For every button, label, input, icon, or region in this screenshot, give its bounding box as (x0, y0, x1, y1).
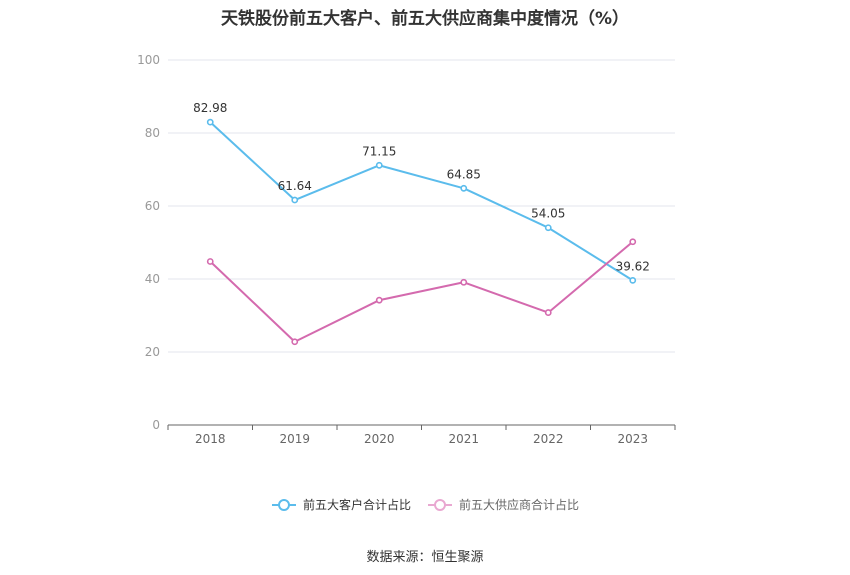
legend-item-suppliers[interactable]: 前五大供应商合计占比 (427, 496, 579, 513)
data-label: 64.85 (447, 167, 481, 181)
data-point (291, 338, 299, 346)
series-line-1 (209, 241, 634, 343)
data-label: 39.62 (616, 259, 650, 273)
series-line-0 (209, 121, 634, 282)
source-note: 数据来源：恒生聚源 (366, 550, 484, 565)
y-tick-label: 60 (145, 199, 160, 213)
data-point (460, 278, 468, 286)
data-point (544, 224, 552, 232)
data-point (206, 118, 214, 126)
data-point (629, 238, 637, 246)
data-label: 61.64 (278, 179, 312, 193)
data-point (375, 161, 383, 169)
y-tick-label: 100 (137, 53, 160, 67)
chart-title: 天铁股份前五大客户、前五大供应商集中度情况（%） (220, 9, 630, 29)
data-label: 71.15 (362, 144, 396, 158)
data-label: 54.05 (531, 207, 565, 221)
x-tick-label: 2021 (448, 432, 479, 446)
data-point (544, 309, 552, 316)
data-point (291, 196, 299, 204)
data-point (629, 276, 637, 284)
y-tick-label: 40 (145, 272, 160, 286)
axes: 0 20 40 60 80 100 2018 2019 2020 2021 2022 2023 (137, 53, 676, 446)
data-label: 82.98 (193, 101, 227, 115)
gridlines (168, 59, 675, 353)
legend-marker-suppliers-icon (428, 498, 452, 511)
series (206, 118, 637, 346)
legend-label-suppliers: 前五大供应商合计占比 (459, 498, 580, 512)
legend-label-customers: 前五大客户合计占比 (302, 498, 411, 512)
x-tick-label: 2022 (533, 432, 564, 446)
data-point (375, 296, 383, 304)
y-tick-label: 0 (152, 418, 160, 432)
x-tick-label: 2019 (279, 432, 310, 446)
data-point (206, 258, 214, 265)
y-tick-label: 80 (145, 126, 160, 140)
y-tick-label: 20 (145, 345, 160, 359)
data-labels: 82.98 61.64 71.15 64.85 54.05 39.62 (193, 101, 650, 273)
legend-marker-customers-icon (271, 498, 296, 511)
legend: 前五大客户合计占比 前五大供应商合计占比 (0, 496, 850, 513)
x-tick-label: 2023 (617, 432, 648, 446)
data-point (460, 184, 468, 192)
legend-item-customers[interactable]: 前五大客户合计占比 (271, 496, 411, 513)
x-tick-label: 2018 (195, 432, 226, 446)
x-tick-label: 2020 (364, 432, 395, 446)
